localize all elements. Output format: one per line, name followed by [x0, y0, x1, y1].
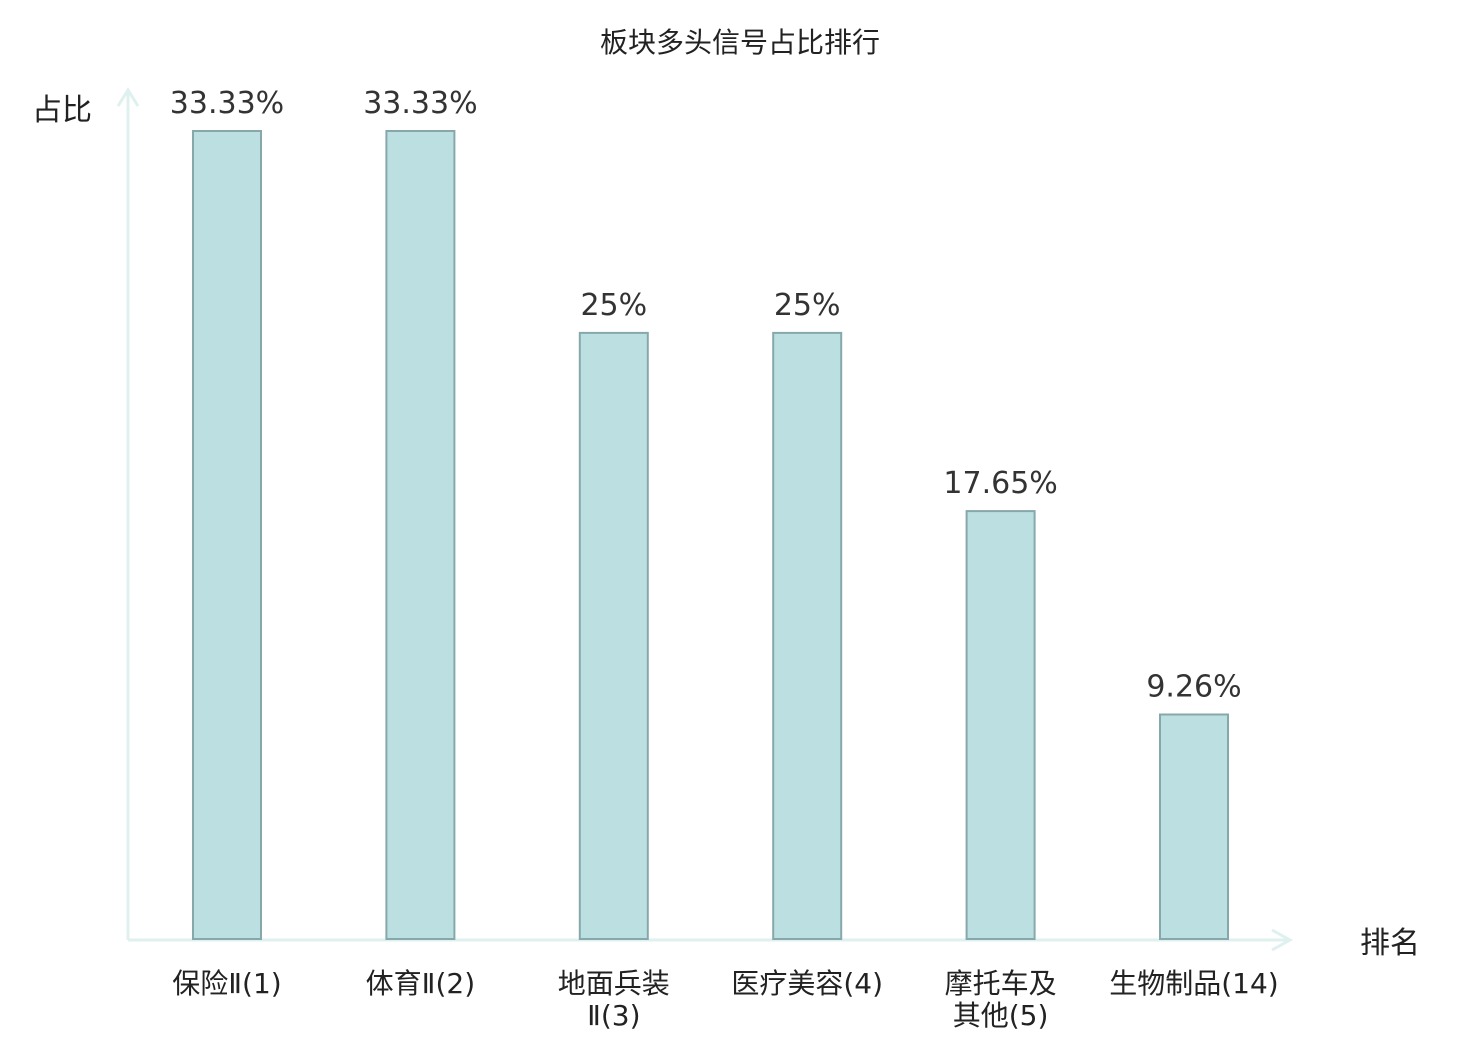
y-axis-label: 占比	[32, 93, 92, 128]
bar-3	[578, 331, 649, 940]
bar-2	[385, 130, 456, 940]
value-label-1: 33.33%	[170, 86, 284, 121]
x-tick-label-1: 保险Ⅱ(1)	[172, 967, 281, 1000]
value-label-2: 33.33%	[363, 86, 477, 121]
bar-6	[1159, 713, 1229, 940]
value-label-6: 9.26%	[1146, 670, 1241, 705]
x-tick-label-6: 生物制品(14)	[1109, 967, 1278, 1000]
x-axis-label: 排名	[1360, 926, 1420, 961]
bar-4	[772, 331, 843, 940]
bar-5	[965, 510, 1036, 940]
x-tick-label-5: 摩托车及其他(5)	[945, 967, 1057, 1032]
value-label-4: 25%	[774, 288, 841, 323]
bars-group: 33.33% 保险Ⅱ(1) 33.33% 体育Ⅱ(2) 25% 地面兵装 Ⅱ(3) 25% 医疗…	[170, 86, 1279, 1032]
x-tick-label-4: 医疗美容(4)	[731, 967, 883, 1000]
bar-1	[192, 130, 262, 940]
x-tick-label-3: 地面兵装 Ⅱ(3)	[558, 967, 670, 1032]
y-axis-arrow-icon	[116, 87, 140, 107]
value-label-3: 25%	[580, 288, 647, 323]
x-tick-label-2: 体育Ⅱ(2)	[366, 967, 475, 1000]
x-axis-arrow-icon	[1271, 928, 1294, 952]
value-label-5: 17.65%	[943, 466, 1057, 501]
chart-title: 板块多头信号占比排行	[600, 26, 880, 59]
